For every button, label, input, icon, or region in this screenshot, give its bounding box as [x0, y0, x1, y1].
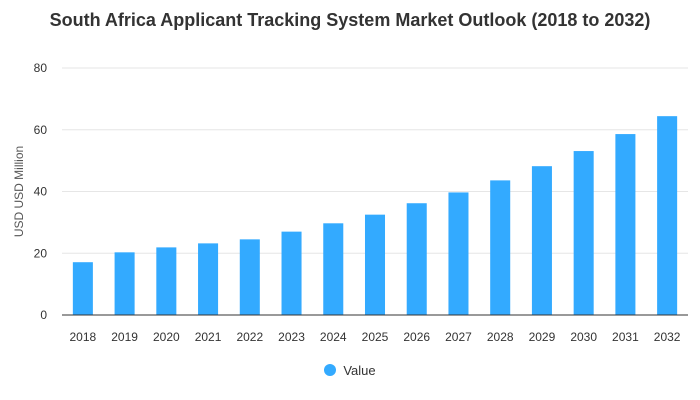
- bar-2019: [114, 252, 135, 315]
- y-tick-label: 60: [34, 123, 48, 137]
- x-tick-label: 2026: [403, 330, 430, 344]
- y-tick-label: 0: [40, 308, 47, 322]
- chart-title: South Africa Applicant Tracking System M…: [49, 10, 651, 30]
- x-tick-label: 2025: [362, 330, 389, 344]
- bar-2032: [657, 116, 678, 315]
- legend-label: Value: [343, 362, 376, 378]
- x-tick-label: 2032: [654, 330, 681, 344]
- bar-2021: [198, 243, 219, 315]
- bar-2025: [364, 214, 386, 315]
- x-tick-label: 2021: [195, 330, 222, 344]
- x-tick-label: 2022: [236, 330, 263, 344]
- bar-2029: [531, 166, 552, 315]
- bar-2026: [406, 203, 427, 315]
- bar-2028: [490, 180, 511, 315]
- bars: [72, 116, 678, 315]
- bar-2023: [281, 231, 302, 315]
- legend-swatch: [324, 364, 337, 376]
- legend: Value: [0, 360, 700, 380]
- bar-2024: [323, 223, 344, 315]
- bar-2020: [156, 247, 177, 315]
- x-tick-label: 2020: [153, 330, 180, 344]
- x-tick-label: 2023: [278, 330, 305, 344]
- x-tick-label: 2019: [111, 330, 138, 344]
- x-tick-label: 2028: [487, 330, 514, 344]
- x-tick-label: 2031: [612, 330, 639, 344]
- y-tick-label: 40: [34, 185, 48, 199]
- x-tick-label: 2027: [445, 330, 472, 344]
- x-tick-label: 2018: [70, 330, 97, 344]
- bar-2030: [573, 151, 594, 315]
- x-tick-label: 2024: [320, 330, 347, 344]
- x-tick-label: 2029: [529, 330, 556, 344]
- y-tick-label: 20: [34, 246, 48, 260]
- y-axis-ticks: 0 20 40 60 80: [34, 61, 48, 322]
- bar-2027: [448, 192, 469, 315]
- bar-2018: [72, 262, 93, 315]
- bar-2031: [615, 134, 636, 315]
- x-axis-ticks: 2018 2019 2020 2021 2022 2023 2024 2025 2026 2027…: [70, 330, 681, 344]
- x-tick-label: 2030: [570, 330, 597, 344]
- y-tick-label: 80: [34, 61, 48, 75]
- y-axis-label: USD USD Million: [12, 146, 26, 237]
- bar-2022: [239, 239, 260, 315]
